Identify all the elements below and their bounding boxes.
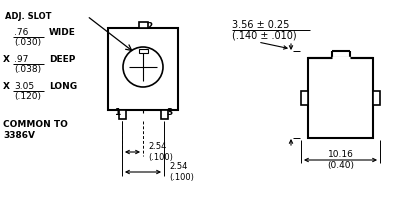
Text: DEEP: DEEP bbox=[49, 55, 75, 64]
Text: 3386V: 3386V bbox=[3, 131, 35, 140]
Text: (.100): (.100) bbox=[148, 153, 173, 162]
Text: X: X bbox=[3, 82, 10, 91]
Text: 3.05: 3.05 bbox=[14, 82, 34, 91]
Text: WIDE: WIDE bbox=[49, 28, 76, 37]
Text: (.120): (.120) bbox=[14, 92, 41, 101]
Text: COMMON TO: COMMON TO bbox=[3, 120, 68, 129]
Text: (.030): (.030) bbox=[14, 38, 41, 47]
Text: 3.56 ± 0.25: 3.56 ± 0.25 bbox=[232, 20, 289, 30]
Bar bbox=[308, 58, 373, 138]
Text: 3: 3 bbox=[166, 108, 172, 117]
Text: LONG: LONG bbox=[49, 82, 77, 91]
Bar bbox=[138, 22, 148, 28]
Text: 2.54: 2.54 bbox=[148, 142, 166, 151]
Text: 2: 2 bbox=[146, 22, 152, 31]
Text: ADJ. SLOT: ADJ. SLOT bbox=[5, 12, 52, 21]
Text: .97: .97 bbox=[14, 55, 28, 64]
Bar bbox=[301, 91, 308, 105]
Text: (.038): (.038) bbox=[14, 65, 41, 74]
Text: 2.54: 2.54 bbox=[169, 162, 187, 171]
Bar bbox=[160, 110, 168, 119]
Bar bbox=[373, 91, 380, 105]
Text: 1: 1 bbox=[114, 108, 120, 117]
Text: (0.40): (0.40) bbox=[327, 161, 354, 170]
Bar bbox=[118, 110, 126, 119]
Bar bbox=[108, 28, 178, 110]
Text: X: X bbox=[3, 55, 10, 64]
Text: 10.16: 10.16 bbox=[328, 150, 354, 159]
Text: (.140 ± .010): (.140 ± .010) bbox=[232, 31, 297, 41]
Text: (.100): (.100) bbox=[169, 173, 194, 182]
Text: .76: .76 bbox=[14, 28, 28, 37]
Bar bbox=[138, 49, 148, 53]
